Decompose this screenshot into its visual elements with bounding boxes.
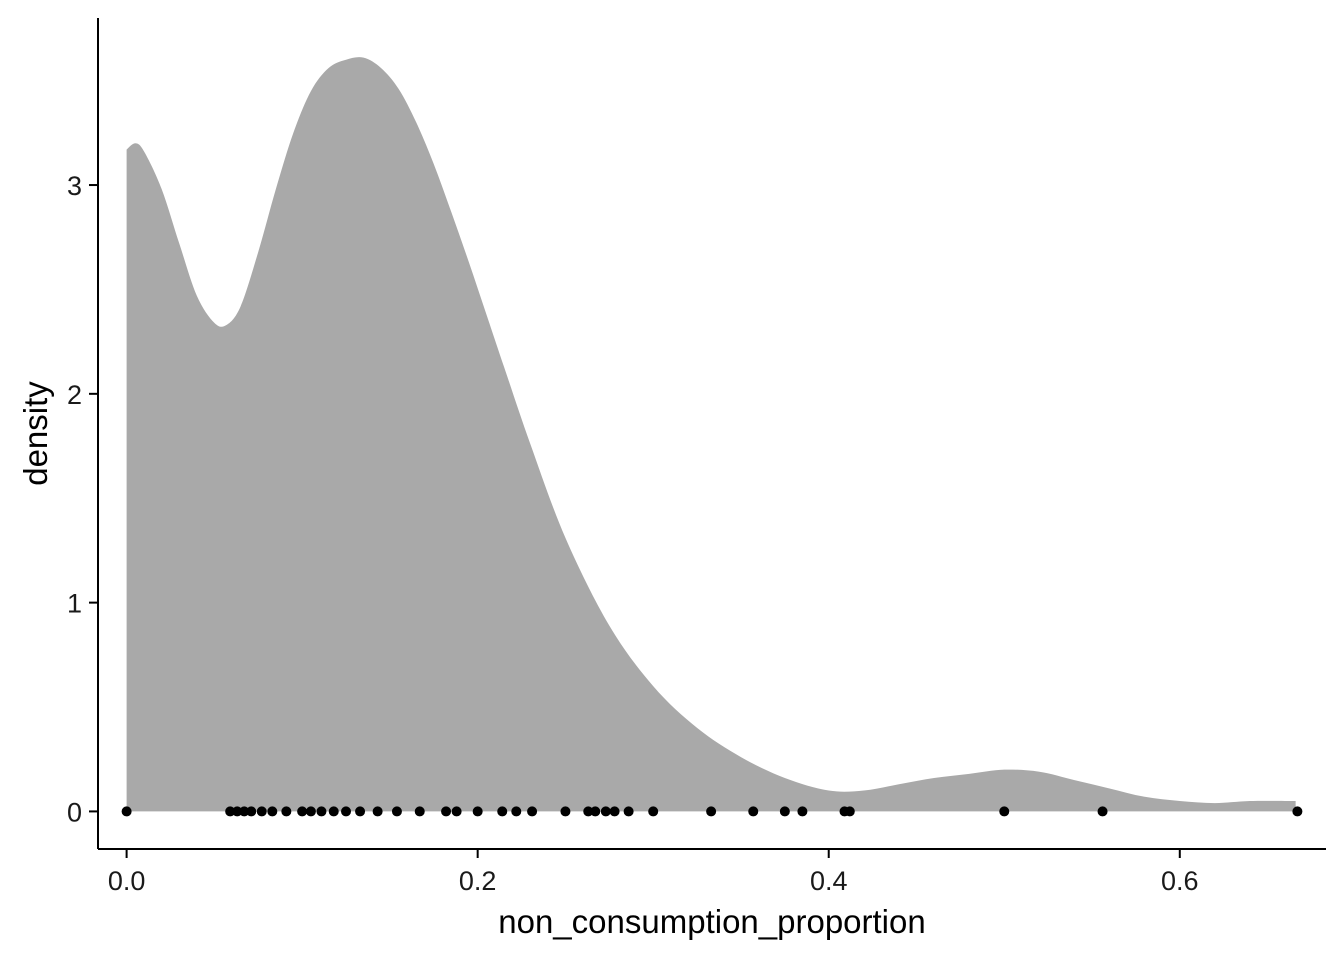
rug-point [779, 806, 790, 817]
rug-point [239, 806, 250, 817]
rug-point [748, 806, 759, 817]
rug-point [497, 806, 508, 817]
rug-point [583, 806, 594, 817]
x-axis-title: non_consumption_proportion [498, 903, 925, 940]
rug-point [648, 806, 659, 817]
rug-point [256, 806, 267, 817]
rug-point [999, 806, 1010, 817]
rug-point [328, 806, 339, 817]
x-tick-label: 0.0 [108, 866, 146, 896]
rug-point [844, 806, 855, 817]
y-axis-ticks: 0 1 2 3 [67, 171, 98, 827]
rug-point [1292, 806, 1303, 817]
plot-area [126, 57, 1296, 812]
y-axis-title: density [17, 381, 54, 486]
rug-point [609, 806, 620, 817]
rug-point [121, 806, 132, 817]
y-tick-label: 3 [67, 171, 82, 201]
y-tick-label: 2 [67, 380, 82, 410]
rug-point [560, 806, 571, 817]
rug-point [281, 806, 292, 817]
rug-point [372, 806, 383, 817]
rug-point [297, 806, 308, 817]
rug-point [623, 806, 634, 817]
rug-point [511, 806, 522, 817]
x-axis-ticks: 0.0 0.2 0.4 0.6 [108, 849, 1199, 896]
rug-point [267, 806, 278, 817]
rug-point [706, 806, 717, 817]
x-tick-label: 0.4 [810, 866, 848, 896]
rug-point [414, 806, 425, 817]
rug-point [305, 806, 316, 817]
x-tick-label: 0.6 [1161, 866, 1199, 896]
rug-point [391, 806, 402, 817]
rug-point [1097, 806, 1108, 817]
rug-point [590, 806, 601, 817]
rug-points [121, 806, 1303, 817]
density-area [126, 57, 1296, 812]
rug-point [441, 806, 452, 817]
rug-point [797, 806, 808, 817]
x-tick-label: 0.2 [459, 866, 497, 896]
rug-point [355, 806, 366, 817]
rug-point [527, 806, 538, 817]
y-tick-label: 0 [67, 797, 82, 827]
rug-point [232, 806, 243, 817]
rug-point [341, 806, 352, 817]
rug-point [316, 806, 327, 817]
rug-point [246, 806, 257, 817]
rug-point [472, 806, 483, 817]
rug-point [600, 806, 611, 817]
rug-point [451, 806, 462, 817]
rug-point [225, 806, 236, 817]
y-tick-label: 1 [67, 589, 82, 619]
